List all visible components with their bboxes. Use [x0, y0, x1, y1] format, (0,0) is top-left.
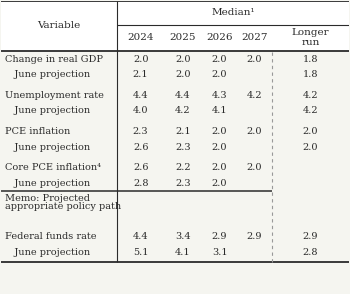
- Text: 2.1: 2.1: [175, 127, 191, 136]
- Text: 4.2: 4.2: [175, 106, 191, 115]
- Bar: [1, 1, 349, 262]
- Text: 2.8: 2.8: [303, 248, 318, 257]
- Text: Unemployment rate: Unemployment rate: [5, 91, 104, 100]
- Text: 2027: 2027: [241, 33, 268, 42]
- Text: 4.4: 4.4: [175, 91, 191, 100]
- Text: 2.9: 2.9: [212, 232, 228, 241]
- Text: 2.1: 2.1: [133, 70, 148, 79]
- Text: 1.8: 1.8: [303, 55, 318, 64]
- Text: June projection: June projection: [5, 143, 90, 152]
- Text: 2.6: 2.6: [133, 143, 148, 152]
- Text: 2024: 2024: [127, 33, 154, 42]
- Text: appropriate policy path: appropriate policy path: [5, 202, 121, 211]
- Text: 2026: 2026: [206, 33, 233, 42]
- Text: 5.1: 5.1: [133, 248, 148, 257]
- Text: 2.8: 2.8: [133, 179, 148, 188]
- Text: Change in real GDP: Change in real GDP: [5, 55, 103, 64]
- Text: June projection: June projection: [5, 70, 90, 79]
- Text: 2.3: 2.3: [175, 179, 191, 188]
- Text: 2.0: 2.0: [247, 163, 262, 173]
- Text: 2.0: 2.0: [212, 163, 228, 173]
- Text: Federal funds rate: Federal funds rate: [5, 232, 96, 241]
- Text: Variable: Variable: [37, 21, 81, 30]
- Text: 4.2: 4.2: [303, 106, 318, 115]
- Text: 2.3: 2.3: [175, 143, 191, 152]
- Text: 2.0: 2.0: [303, 143, 318, 152]
- Text: 2.0: 2.0: [303, 127, 318, 136]
- Text: 2.9: 2.9: [303, 232, 318, 241]
- Text: 2.0: 2.0: [247, 127, 262, 136]
- Text: 3.4: 3.4: [175, 232, 191, 241]
- Text: 4.1: 4.1: [175, 248, 191, 257]
- Text: 4.2: 4.2: [247, 91, 262, 100]
- Text: 4.4: 4.4: [133, 232, 148, 241]
- Text: 2.0: 2.0: [133, 55, 148, 64]
- Text: June projection: June projection: [5, 106, 90, 115]
- Text: Core PCE inflation⁴: Core PCE inflation⁴: [5, 163, 101, 173]
- Text: Memo: Projected: Memo: Projected: [5, 193, 90, 203]
- Text: 3.1: 3.1: [212, 248, 228, 257]
- Text: 4.2: 4.2: [303, 91, 318, 100]
- Text: 2.0: 2.0: [212, 143, 228, 152]
- Text: 4.0: 4.0: [133, 106, 148, 115]
- Text: PCE inflation: PCE inflation: [5, 127, 70, 136]
- Text: 2.3: 2.3: [133, 127, 148, 136]
- Text: 2.0: 2.0: [247, 55, 262, 64]
- Text: 2.0: 2.0: [212, 179, 228, 188]
- Text: 4.4: 4.4: [133, 91, 148, 100]
- Text: 2.0: 2.0: [212, 70, 228, 79]
- Text: June projection: June projection: [5, 248, 90, 257]
- Text: 2.0: 2.0: [212, 127, 228, 136]
- Text: 4.1: 4.1: [212, 106, 228, 115]
- Text: Median¹: Median¹: [212, 8, 255, 17]
- Text: 2.9: 2.9: [247, 232, 262, 241]
- Bar: [1, 1, 349, 51]
- Text: Longer
run: Longer run: [292, 28, 329, 47]
- Text: 1.8: 1.8: [303, 70, 318, 79]
- Text: 2.0: 2.0: [212, 55, 228, 64]
- Text: 4.3: 4.3: [212, 91, 228, 100]
- Text: 2.2: 2.2: [175, 163, 191, 173]
- Text: 2.6: 2.6: [133, 163, 148, 173]
- Text: 2.0: 2.0: [175, 70, 191, 79]
- Text: 2025: 2025: [170, 33, 196, 42]
- Text: 2.0: 2.0: [175, 55, 191, 64]
- Text: June projection: June projection: [5, 179, 90, 188]
